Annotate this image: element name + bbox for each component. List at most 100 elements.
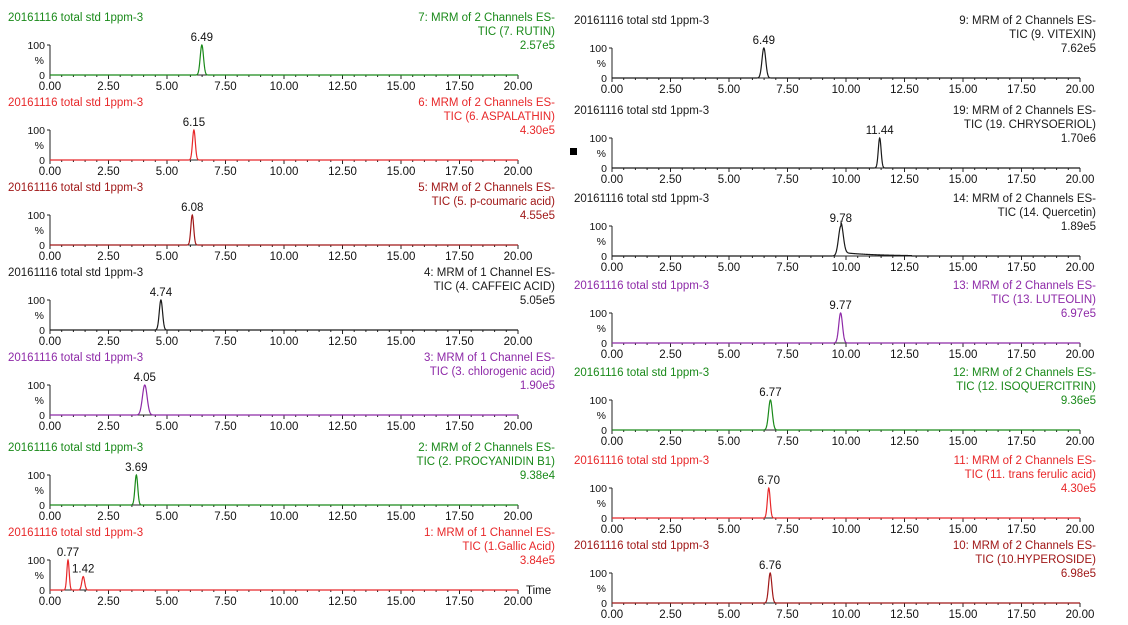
peak-label: 6.49 <box>753 35 775 47</box>
panel-caffeic-acid: 20161116 total std 1ppm-3 4: MRM of 1 Cha… <box>8 267 555 348</box>
time-axis-label: Time <box>526 585 551 597</box>
y-unit-label: % <box>35 485 44 497</box>
x-tick-label: 7.50 <box>776 262 798 274</box>
panel-chrysoeriol: 20161116 total std 1ppm-3 19: MRM of 2 Ch… <box>574 105 1096 186</box>
trace-line <box>50 44 518 76</box>
x-tick-label: 17.50 <box>1007 84 1036 96</box>
x-tick-label: 15.00 <box>387 166 416 178</box>
compound-label: TIC (10.HYPEROSIDE) <box>975 554 1096 566</box>
y-min-label: 0 <box>601 598 607 610</box>
peak-label: 6.15 <box>183 117 205 129</box>
x-tick-label: 17.50 <box>1007 609 1036 621</box>
intensity-label: 1.90e5 <box>520 380 555 392</box>
x-tick-label: 17.50 <box>445 166 474 178</box>
intensity-label: 4.30e5 <box>1061 483 1096 495</box>
x-tick-label: 5.00 <box>718 436 740 448</box>
channel-label: 6: MRM of 2 Channels ES- <box>418 97 555 109</box>
x-tick-label: 5.00 <box>156 81 178 93</box>
intensity-label: 6.98e5 <box>1061 568 1096 580</box>
x-tick-label: 5.00 <box>156 511 178 523</box>
intensity-label: 9.38e4 <box>520 470 556 482</box>
x-tick-label: 10.00 <box>832 174 861 186</box>
peak-label: 1.42 <box>72 564 94 576</box>
x-tick-label: 0.00 <box>39 596 61 608</box>
x-tick-label: 10.00 <box>832 436 861 448</box>
x-tick-label: 15.00 <box>949 524 978 536</box>
x-tick-label: 20.00 <box>504 596 533 608</box>
x-tick-label: 15.00 <box>387 251 416 263</box>
x-tick-label: 10.00 <box>270 421 299 433</box>
x-tick-label: 20.00 <box>1066 174 1095 186</box>
x-tick-label: 7.50 <box>214 251 236 263</box>
x-tick-label: 12.50 <box>890 349 919 361</box>
y-unit-label: % <box>35 310 44 322</box>
compound-label: TIC (19. CHRYSOERIOL) <box>964 119 1096 131</box>
x-tick-label: 15.00 <box>949 436 978 448</box>
x-tick-label: 12.50 <box>890 436 919 448</box>
x-tick-label: 20.00 <box>1066 436 1095 448</box>
trace-line <box>612 136 1080 169</box>
intensity-label: 4.30e5 <box>520 125 555 137</box>
x-tick-label: 5.00 <box>718 84 740 96</box>
y-max-label: 100 <box>589 308 607 320</box>
x-tick-label: 10.00 <box>270 166 299 178</box>
x-tick-label: 20.00 <box>1066 349 1095 361</box>
x-tick-label: 17.50 <box>445 81 474 93</box>
x-tick-label: 2.50 <box>659 262 681 274</box>
x-tick-label: 17.50 <box>445 251 474 263</box>
sample-label: 20161116 total std 1ppm-3 <box>8 527 143 539</box>
panel-rutin: 20161116 total std 1ppm-3 7: MRM of 2 Cha… <box>8 12 555 93</box>
y-max-label: 100 <box>27 210 45 222</box>
y-min-label: 0 <box>39 155 45 167</box>
y-min-label: 0 <box>601 338 607 350</box>
x-tick-label: 12.50 <box>328 166 357 178</box>
x-tick-label: 15.00 <box>949 349 978 361</box>
x-tick-label: 20.00 <box>504 166 533 178</box>
x-tick-label: 10.00 <box>270 81 299 93</box>
peak-label: 6.70 <box>758 475 780 487</box>
x-tick-label: 15.00 <box>949 609 978 621</box>
panel-gallic-acid: 20161116 total std 1ppm-3 1: MRM of 1 Cha… <box>8 527 555 608</box>
x-tick-label: 10.00 <box>832 262 861 274</box>
x-tick-label: 20.00 <box>504 421 533 433</box>
x-tick-label: 0.00 <box>39 81 61 93</box>
y-max-label: 100 <box>27 295 45 307</box>
sample-label: 20161116 total std 1ppm-3 <box>574 367 709 379</box>
x-tick-label: 17.50 <box>1007 262 1036 274</box>
trace-line <box>612 47 1080 79</box>
x-tick-label: 10.00 <box>270 596 299 608</box>
y-max-label: 100 <box>27 125 45 137</box>
panel-quercetin: 20161116 total std 1ppm-3 14: MRM of 2 Ch… <box>574 193 1096 274</box>
x-tick-label: 12.50 <box>328 81 357 93</box>
y-max-label: 100 <box>27 40 45 52</box>
panel-p-coumaric-acid: 20161116 total std 1ppm-3 5: MRM of 2 Cha… <box>8 182 555 263</box>
sample-label: 20161116 total std 1ppm-3 <box>8 97 143 109</box>
x-tick-label: 7.50 <box>776 436 798 448</box>
sample-label: 20161116 total std 1ppm-3 <box>8 267 143 279</box>
x-tick-label: 20.00 <box>504 251 533 263</box>
x-tick-label: 7.50 <box>214 596 236 608</box>
x-tick-label: 5.00 <box>718 349 740 361</box>
channel-label: 1: MRM of 1 Channel ES- <box>424 527 555 539</box>
sample-label: 20161116 total std 1ppm-3 <box>8 352 143 364</box>
trace-line <box>50 213 518 246</box>
x-tick-label: 7.50 <box>214 421 236 433</box>
channel-label: 2: MRM of 2 Channels ES- <box>418 442 555 454</box>
panel-trans-ferulic-acid: 20161116 total std 1ppm-3 11: MRM of 2 Ch… <box>574 455 1096 536</box>
x-tick-label: 10.00 <box>270 251 299 263</box>
compound-label: TIC (11. trans ferulic acid) <box>965 469 1097 481</box>
x-tick-label: 5.00 <box>718 524 740 536</box>
x-tick-label: 2.50 <box>659 524 681 536</box>
x-tick-label: 2.50 <box>97 166 119 178</box>
x-tick-label: 17.50 <box>1007 349 1036 361</box>
x-tick-label: 0.00 <box>601 84 623 96</box>
compound-label: TIC (13. LUTEOLIN) <box>991 294 1096 306</box>
x-tick-label: 7.50 <box>214 81 236 93</box>
peak-label: 4.74 <box>150 287 173 299</box>
y-max-label: 100 <box>589 568 607 580</box>
x-tick-label: 17.50 <box>445 596 474 608</box>
x-tick-label: 5.00 <box>156 596 178 608</box>
x-tick-label: 20.00 <box>504 81 533 93</box>
x-tick-label: 20.00 <box>504 511 533 523</box>
